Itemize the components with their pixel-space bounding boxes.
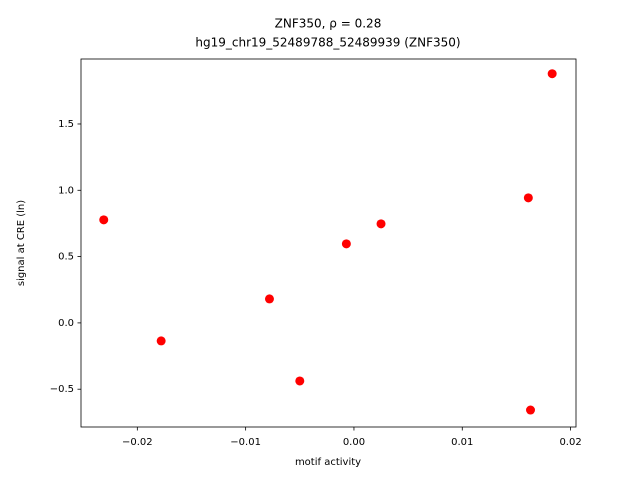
- point: [341, 239, 351, 249]
- plot-frame: [80, 58, 577, 428]
- y-tick-label: −0.5: [50, 384, 74, 395]
- y-tick-label: 1.5: [58, 119, 74, 130]
- x-tick-label: 0.02: [559, 437, 581, 448]
- y-tick-label: 0.5: [58, 252, 74, 263]
- x-tick-label: −0.01: [230, 437, 261, 448]
- point: [295, 376, 305, 386]
- point: [523, 193, 533, 203]
- point: [99, 215, 109, 225]
- point: [376, 219, 386, 229]
- x-tick-label: 0.00: [343, 437, 365, 448]
- y-axis-label: signal at CRE (ln): [16, 200, 27, 286]
- x-tick-label: 0.01: [451, 437, 473, 448]
- point: [156, 336, 166, 346]
- point: [547, 69, 557, 79]
- point: [526, 405, 536, 415]
- y-tick-label: 0.0: [58, 318, 74, 329]
- x-axis-label: motif activity: [295, 457, 361, 468]
- chart-title: ZNF350, ρ = 0.28: [275, 17, 382, 31]
- point: [264, 294, 274, 304]
- y-tick-label: 1.0: [58, 185, 74, 196]
- chart-subtitle: hg19_chr19_52489788_52489939 (ZNF350): [195, 36, 460, 50]
- x-tick-label: −0.02: [122, 437, 153, 448]
